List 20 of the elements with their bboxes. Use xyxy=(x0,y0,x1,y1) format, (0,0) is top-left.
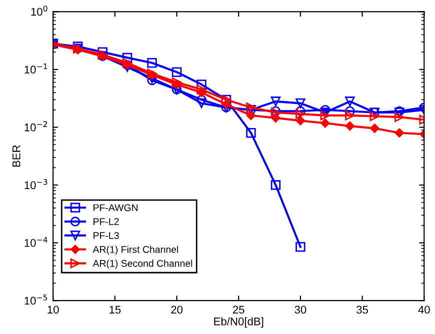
legend-label: PF-AWGN xyxy=(94,204,138,212)
x-tick-label: 15 xyxy=(110,306,121,314)
y-tick-label: 10$^{−5}$ xyxy=(24,294,48,305)
y-tick-label: 10$^{−4}$ xyxy=(24,236,48,247)
legend-label: AR(1) Second Channel xyxy=(92,260,192,269)
y-tick-label: 10$^{−1}$ xyxy=(24,64,48,74)
x-tick-label: 25 xyxy=(232,306,244,314)
x-axis-title: Eb/N0[dB] xyxy=(214,317,264,328)
x-tick-label: 10 xyxy=(48,306,59,314)
legend-label: AR(1) First Channel xyxy=(92,246,178,255)
x-tick-label: 35 xyxy=(356,306,368,314)
x-tick-label: 40 xyxy=(418,306,430,314)
y-tick-label: 10$^{0}$ xyxy=(31,6,48,16)
legend-label: PF-L2 xyxy=(94,218,119,225)
y-axis-title: BER xyxy=(12,145,20,167)
x-tick-label: 30 xyxy=(294,306,306,314)
legend-label: PF-L3 xyxy=(94,232,119,239)
y-tick-label: 10$^{−2}$ xyxy=(24,121,48,132)
x-tick-label: 20 xyxy=(171,306,182,314)
y-tick-label: 10$^{−3}$ xyxy=(24,178,48,190)
